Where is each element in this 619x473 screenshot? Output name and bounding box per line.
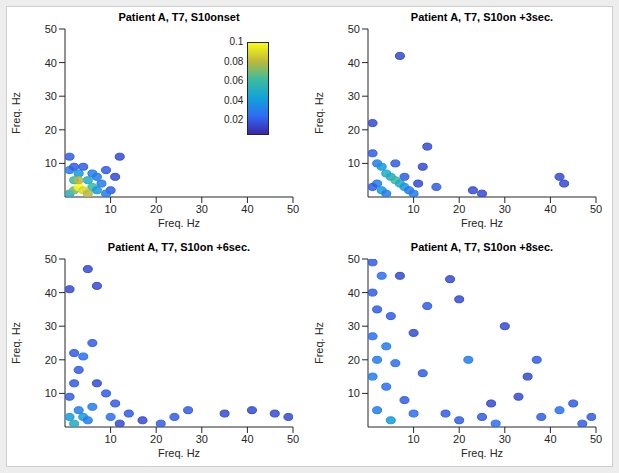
svg-text:10: 10 — [104, 433, 116, 445]
svg-text:40: 40 — [45, 287, 57, 299]
html-text:0.1: 0.1 — [229, 36, 244, 48]
html-text:Patient A, T7, S10on +6sec.: Patient A, T7, S10on +6sec. — [107, 241, 251, 253]
svg-text:50: 50 — [287, 433, 299, 445]
svg-text:20: 20 — [150, 203, 162, 215]
svg-text:20: 20 — [453, 433, 465, 445]
svg-text:10: 10 — [104, 203, 116, 215]
html-text:Patient A, T7, S10on +8sec.: Patient A, T7, S10on +8sec. — [410, 241, 554, 253]
svg-text:50: 50 — [348, 23, 360, 35]
svg-text:40: 40 — [348, 287, 360, 299]
svg-text:50: 50 — [45, 23, 57, 35]
html-text:Freq. Hz: Freq. Hz — [460, 447, 504, 459]
svg-text:30: 30 — [196, 433, 208, 445]
svg-text:20: 20 — [150, 433, 162, 445]
html-text:Patient A, T7, S10onset: Patient A, T7, S10onset — [118, 11, 240, 23]
svg-text:10: 10 — [348, 157, 360, 169]
svg-text:10: 10 — [45, 387, 57, 399]
svg-text:20: 20 — [348, 124, 360, 136]
html-text:Patient A, T7, S10on +3sec.: Patient A, T7, S10on +3sec. — [410, 11, 554, 23]
svg-text:50: 50 — [45, 253, 57, 265]
svg-text:10: 10 — [45, 157, 57, 169]
svg-text:50: 50 — [590, 433, 602, 445]
svg-text:40: 40 — [544, 433, 556, 445]
svg-text:20: 20 — [453, 203, 465, 215]
html-text:Freq. Hz: Freq. Hz — [313, 321, 325, 365]
svg-text:10: 10 — [407, 203, 419, 215]
svg-text:40: 40 — [241, 433, 253, 445]
html-text:Freq. Hz: Freq. Hz — [157, 217, 201, 229]
html-text:0.02: 0.02 — [223, 114, 244, 126]
html-text:Freq. Hz: Freq. Hz — [157, 447, 201, 459]
svg-text:30: 30 — [499, 433, 511, 445]
html-text:0.06: 0.06 — [223, 75, 244, 87]
svg-text:40: 40 — [45, 57, 57, 69]
svg-text:20: 20 — [45, 124, 57, 136]
html-text:Freq. Hz: Freq. Hz — [10, 321, 22, 365]
html-text:0.08: 0.08 — [223, 55, 244, 67]
svg-text:40: 40 — [241, 203, 253, 215]
svg-text:30: 30 — [348, 320, 360, 332]
svg-text:30: 30 — [499, 203, 511, 215]
svg-text:40: 40 — [348, 57, 360, 69]
html-text:Freq. Hz: Freq. Hz — [10, 91, 22, 135]
html-text:Freq. Hz: Freq. Hz — [460, 217, 504, 229]
svg-text:20: 20 — [45, 354, 57, 366]
svg-text:50: 50 — [348, 253, 360, 265]
svg-text:20: 20 — [348, 354, 360, 366]
svg-text:40: 40 — [544, 203, 556, 215]
svg-text:30: 30 — [196, 203, 208, 215]
html-text:Freq. Hz: Freq. Hz — [313, 91, 325, 135]
svg-text:30: 30 — [45, 90, 57, 102]
svg-text:50: 50 — [287, 203, 299, 215]
svg-text:10: 10 — [348, 387, 360, 399]
html-text:0.04: 0.04 — [223, 94, 244, 106]
svg-text:30: 30 — [348, 90, 360, 102]
svg-text:30: 30 — [45, 320, 57, 332]
svg-text:10: 10 — [407, 433, 419, 445]
svg-text:50: 50 — [590, 203, 602, 215]
